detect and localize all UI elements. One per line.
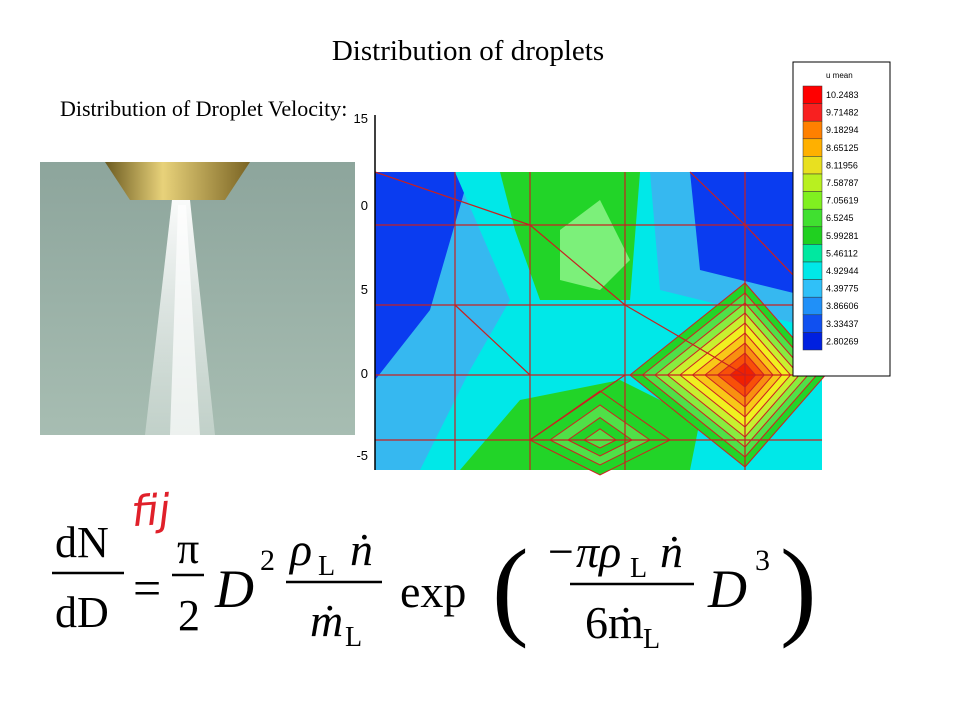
eq-token: exp (400, 566, 466, 617)
legend-label: 5.46112 (826, 248, 858, 258)
mesh-line (374, 171, 531, 226)
legend-swatch (802, 208, 823, 228)
legend-swatch (802, 226, 823, 245)
eq-token: L (643, 624, 660, 655)
eq-token: ṅ (660, 526, 683, 577)
handwritten-note: fij (130, 485, 172, 537)
eq-token: π (177, 524, 199, 573)
y-tick-label: -5 (356, 448, 368, 463)
legend-swatch (802, 314, 823, 333)
legend-label: 3.86606 (826, 301, 859, 311)
subtitle: Distribution of Droplet Velocity: (60, 96, 347, 121)
y-tick-label: 0 (361, 198, 368, 213)
legend-swatch (802, 85, 823, 104)
legend-label: 7.05619 (826, 196, 859, 206)
y-tick-label: 5 (361, 282, 368, 297)
eq-token: L (318, 551, 335, 582)
mesh-line (529, 374, 626, 441)
equation: dN dD = π 2 D 2 ρ L ṅ ṁ L exp ( −πρ L ṅ … (52, 518, 817, 655)
eq-token: = (133, 560, 161, 616)
contour-plot (374, 171, 827, 476)
legend-swatch (802, 138, 823, 157)
eq-token: −πρ (545, 526, 621, 577)
eq-token: ṅ (350, 524, 373, 575)
eq-token: L (345, 622, 362, 653)
mesh-line (689, 171, 746, 226)
legend-swatch (802, 191, 823, 210)
y-tick-label: 0 (361, 366, 368, 381)
legend-label: 7.58787 (826, 178, 859, 188)
legend-swatch (802, 261, 823, 280)
legend-swatch (802, 332, 823, 351)
legend-swatch (802, 296, 823, 316)
legend-label: 8.11956 (826, 160, 858, 170)
eq-token: 2 (260, 544, 275, 577)
legend-swatch (802, 279, 823, 298)
legend-label: 8.65125 (826, 143, 859, 153)
legend-swatch (802, 103, 823, 122)
eq-token: D (707, 559, 747, 619)
legend-label: 6.5245 (826, 213, 854, 223)
legend-label: 10.2483 (826, 90, 859, 100)
legend-label: 5.99281 (826, 231, 859, 241)
region (560, 200, 630, 290)
y-tick-label: 15 (354, 111, 368, 126)
legend-swatch (802, 173, 823, 192)
eq-token: ṁ (310, 595, 343, 646)
eq-token: ( (492, 527, 529, 649)
mesh-line (529, 224, 626, 306)
legend-swatch (802, 244, 823, 263)
nozzle (105, 162, 250, 200)
spray-core (170, 205, 200, 435)
eq-token: ) (780, 527, 817, 649)
eq-token: 6ṁ (585, 597, 644, 648)
legend-label: 3.33437 (826, 319, 859, 329)
legend-label: 4.92944 (826, 266, 859, 276)
mesh-line (624, 304, 746, 376)
legend-label: 2.80269 (826, 336, 859, 346)
eq-token: L (630, 553, 647, 584)
title: Distribution of droplets (332, 35, 604, 67)
legend-label: 9.71482 (826, 108, 859, 118)
eq-token: dD (55, 588, 109, 637)
legend-swatch (802, 156, 823, 175)
eq-token: D (214, 559, 254, 619)
legend-label: 4.39775 (826, 284, 859, 294)
legend-title: u mean (826, 71, 853, 80)
eq-token: ρ (288, 524, 312, 575)
legend-swatch (802, 120, 823, 140)
mesh-line (454, 304, 531, 376)
eq-token: 3 (755, 544, 770, 577)
legend: 10.2483 9.71482 9.18294 8.65125 8.11956 7.587… (802, 85, 859, 351)
eq-token: 2 (178, 591, 200, 640)
eq-token: dN (55, 518, 109, 567)
legend-label: 9.18294 (826, 125, 859, 135)
